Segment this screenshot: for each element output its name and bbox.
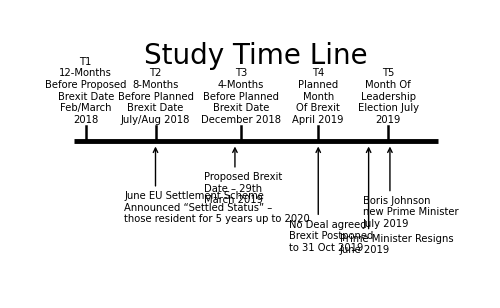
Text: No Deal agreed
Brexit Postponed
to 31 Oct 2019: No Deal agreed Brexit Postponed to 31 Oc… — [289, 220, 374, 253]
Text: T4
Planned
Month
Of Brexit
April 2019: T4 Planned Month Of Brexit April 2019 — [292, 68, 344, 125]
Text: T3
4-Months
Before Planned
Brexit Date
December 2018: T3 4-Months Before Planned Brexit Date D… — [201, 68, 281, 125]
Text: T2
8-Months
Before Planned
Brexit Date
July/Aug 2018: T2 8-Months Before Planned Brexit Date J… — [118, 68, 194, 125]
Text: June EU Settlement Scheme
Announced “Settled Status” –
those resident for 5 year: June EU Settlement Scheme Announced “Set… — [124, 191, 310, 224]
Text: Prime Minister Resigns
June 2019: Prime Minister Resigns June 2019 — [340, 234, 453, 255]
Text: T1
12-Months
Before Proposed
Brexit Date
Feb/March
2018: T1 12-Months Before Proposed Brexit Date… — [45, 57, 126, 125]
Text: Study Time Line: Study Time Line — [144, 42, 368, 70]
Text: T5
Month Of
Leadership
Election July
2019: T5 Month Of Leadership Election July 201… — [358, 68, 418, 125]
Text: Proposed Brexit
Date – 29th
March 2019: Proposed Brexit Date – 29th March 2019 — [204, 172, 282, 205]
Text: Boris Johnson
new Prime Minister
July 2019: Boris Johnson new Prime Minister July 20… — [363, 196, 458, 229]
